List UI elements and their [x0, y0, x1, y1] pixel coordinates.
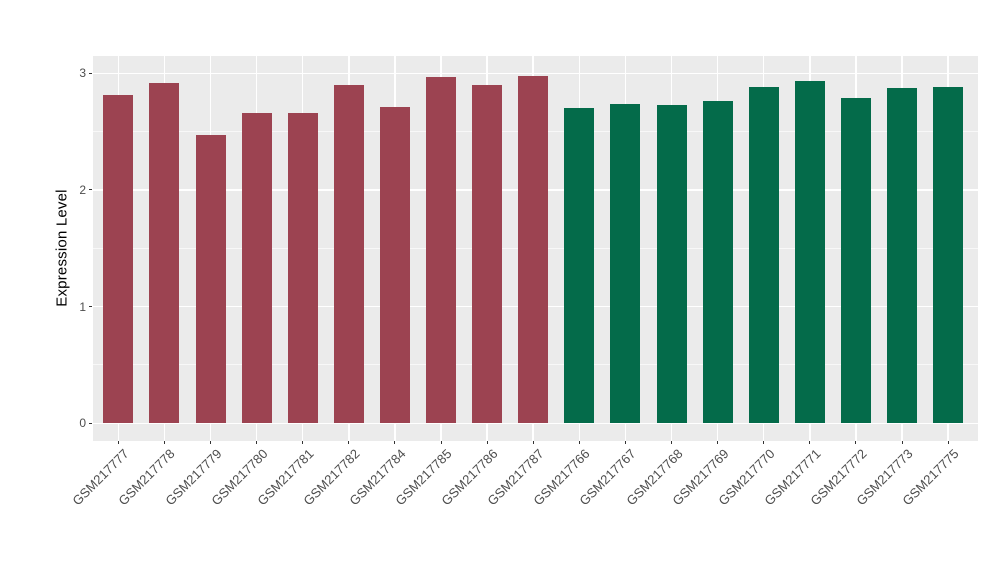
x-tick-mark — [210, 441, 211, 444]
bar-GSM217773 — [887, 88, 917, 424]
bar-GSM217781 — [287, 112, 318, 424]
y-tick-mark — [89, 72, 92, 74]
x-tick-mark — [901, 441, 903, 444]
x-tick-mark — [117, 441, 119, 444]
y-tick-label: 0 — [79, 416, 86, 431]
x-tick-mark — [947, 441, 949, 444]
bar-GSM217777 — [103, 95, 134, 424]
plot-panel — [93, 56, 978, 441]
x-tick-mark — [394, 441, 396, 444]
y-tick-mark — [89, 422, 92, 424]
bar-GSM217784 — [379, 107, 410, 424]
x-tick-mark — [578, 441, 580, 444]
y-tick-mark — [89, 189, 92, 191]
bar-GSM217779 — [195, 135, 226, 424]
x-tick-mark — [717, 441, 719, 444]
bar-GSM217778 — [149, 82, 180, 424]
x-tick-mark — [671, 441, 672, 444]
bar-GSM217782 — [333, 84, 364, 424]
x-tick-mark — [809, 441, 811, 444]
x-tick-mark — [163, 441, 165, 444]
gridline-major — [93, 72, 978, 75]
bar-GSM217787 — [518, 75, 549, 424]
x-tick-mark — [486, 441, 488, 444]
bar-GSM217766 — [564, 108, 595, 424]
x-tick-mark — [532, 441, 534, 444]
bar-GSM217767 — [610, 103, 641, 424]
y-tick-label: 1 — [79, 299, 86, 314]
x-tick-mark — [763, 441, 765, 444]
y-axis-title: Expression Level — [53, 189, 71, 307]
y-tick-label: 3 — [79, 66, 86, 81]
y-tick-mark — [89, 306, 92, 308]
y-tick-label: 2 — [79, 182, 86, 197]
bar-GSM217768 — [656, 104, 687, 424]
bar-GSM217786 — [472, 84, 503, 424]
bar-GSM217772 — [840, 97, 871, 424]
bar-GSM217771 — [794, 81, 825, 424]
bar-GSM217780 — [241, 112, 272, 424]
x-tick-mark — [256, 441, 258, 444]
gridline-major — [93, 422, 978, 425]
x-tick-mark — [440, 441, 442, 444]
bar-GSM217770 — [748, 87, 779, 424]
bar-GSM217775 — [933, 87, 964, 424]
bar-GSM217769 — [702, 101, 733, 424]
x-tick-mark — [348, 441, 350, 444]
x-tick-mark — [855, 441, 857, 444]
bar-GSM217785 — [426, 76, 456, 424]
x-tick-mark — [624, 441, 626, 444]
x-tick-mark — [302, 441, 304, 444]
